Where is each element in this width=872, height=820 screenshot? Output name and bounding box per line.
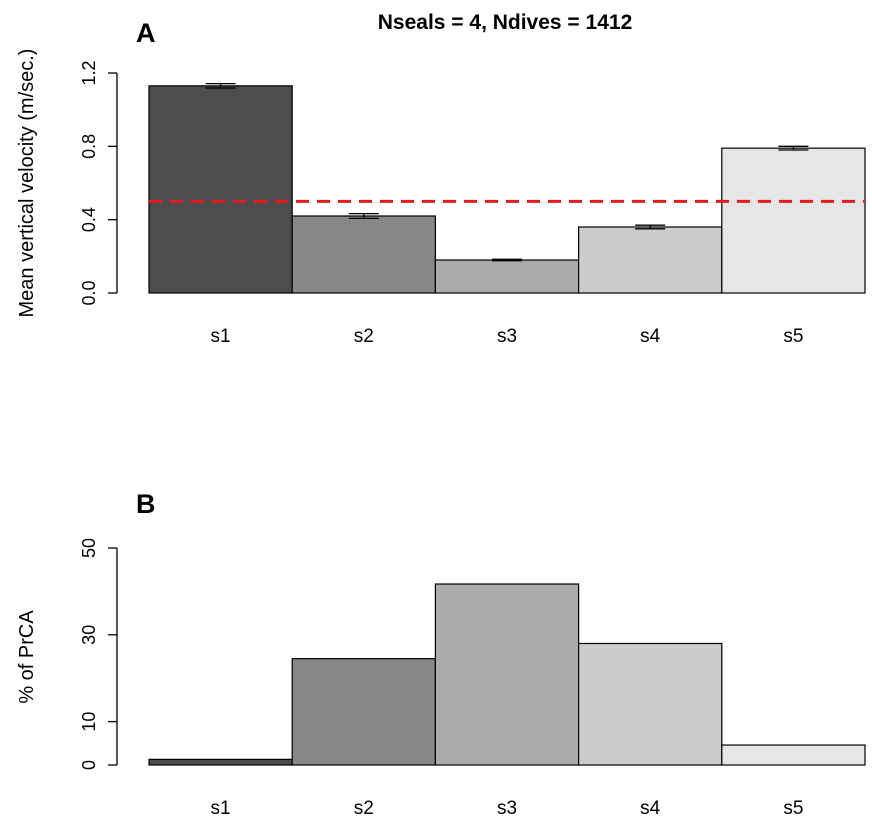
panel-a-bar-s2 <box>291 215 437 294</box>
panel-b-y-tick-label: 50 <box>79 538 99 558</box>
panel-b-y-axis: 0 10 30 50 <box>79 538 118 770</box>
panel-a-y-axis: 0.0 0.4 0.8 1.2 <box>79 60 118 306</box>
panel-a: A Nseals = 4, Ndives = 1412 Mean vertica… <box>16 11 866 347</box>
panel-b-y-tick-label: 30 <box>79 625 99 645</box>
panel-b-x-tick-label-s5: s5 <box>783 798 803 819</box>
panel-a-bar-s4 <box>577 226 723 294</box>
panel-a-error-bar-s5 <box>778 145 809 151</box>
panel-a-x-tick-label-s5: s5 <box>783 326 803 347</box>
panel-a-error-bar-s3 <box>492 258 522 262</box>
chart-title: Nseals = 4, Ndives = 1412 <box>378 11 633 34</box>
panel-b-x-tick-label-s4: s4 <box>640 798 661 819</box>
panel-b-y-tick-label: 10 <box>79 712 99 732</box>
panel-a-error-bar-s1 <box>205 82 236 89</box>
panel-b-bar-s4 <box>577 642 723 766</box>
panel-a-y-tick-label: 1.2 <box>79 60 99 85</box>
panel-a-error-bar-s2 <box>348 212 379 220</box>
panel-b-bar-s5 <box>721 744 866 766</box>
panel-b-bar-s3 <box>434 583 580 766</box>
panel-a-bars <box>148 85 866 294</box>
panel-a-x-tick-labels: s1 s2 s3 s4 s5 <box>211 326 804 347</box>
panel-a-label: A <box>136 18 156 48</box>
panel-b: B % of PrCA 0 10 30 50 s1 s2 s3 s4 s5 <box>16 489 866 819</box>
panel-b-bar-s1 <box>148 758 293 766</box>
panel-b-x-tick-label-s1: s1 <box>211 798 231 819</box>
panel-a-error-bar-s4 <box>635 224 666 230</box>
panel-a-bar-s5 <box>721 147 866 294</box>
panel-a-x-tick-label-s4: s4 <box>640 326 661 347</box>
panel-b-bars <box>148 583 866 766</box>
panel-b-bar-s2 <box>291 658 437 766</box>
panel-b-label: B <box>136 489 156 519</box>
panel-b-x-tick-labels: s1 s2 s3 s4 s5 <box>211 798 804 819</box>
panel-b-x-tick-label-s2: s2 <box>354 798 374 819</box>
panel-b-y-axis-label: % of PrCA <box>16 610 38 704</box>
panel-a-y-tick-label: 0.0 <box>79 280 99 305</box>
panel-a-x-tick-label-s1: s1 <box>211 326 231 347</box>
panel-a-y-tick-label: 0.4 <box>79 207 99 232</box>
panel-b-y-tick-label: 0 <box>79 760 99 770</box>
panel-a-x-tick-label-s3: s3 <box>497 326 517 347</box>
panel-a-y-axis-label: Mean vertical velocity (m/sec.) <box>16 49 38 318</box>
panel-a-bar-s1 <box>148 85 293 294</box>
panel-a-y-tick-label: 0.8 <box>79 134 99 159</box>
panel-a-error-bars <box>205 82 809 262</box>
panel-a-bar-s3 <box>434 259 580 294</box>
panel-b-x-tick-label-s3: s3 <box>497 798 517 819</box>
panel-a-x-tick-label-s2: s2 <box>354 326 374 347</box>
